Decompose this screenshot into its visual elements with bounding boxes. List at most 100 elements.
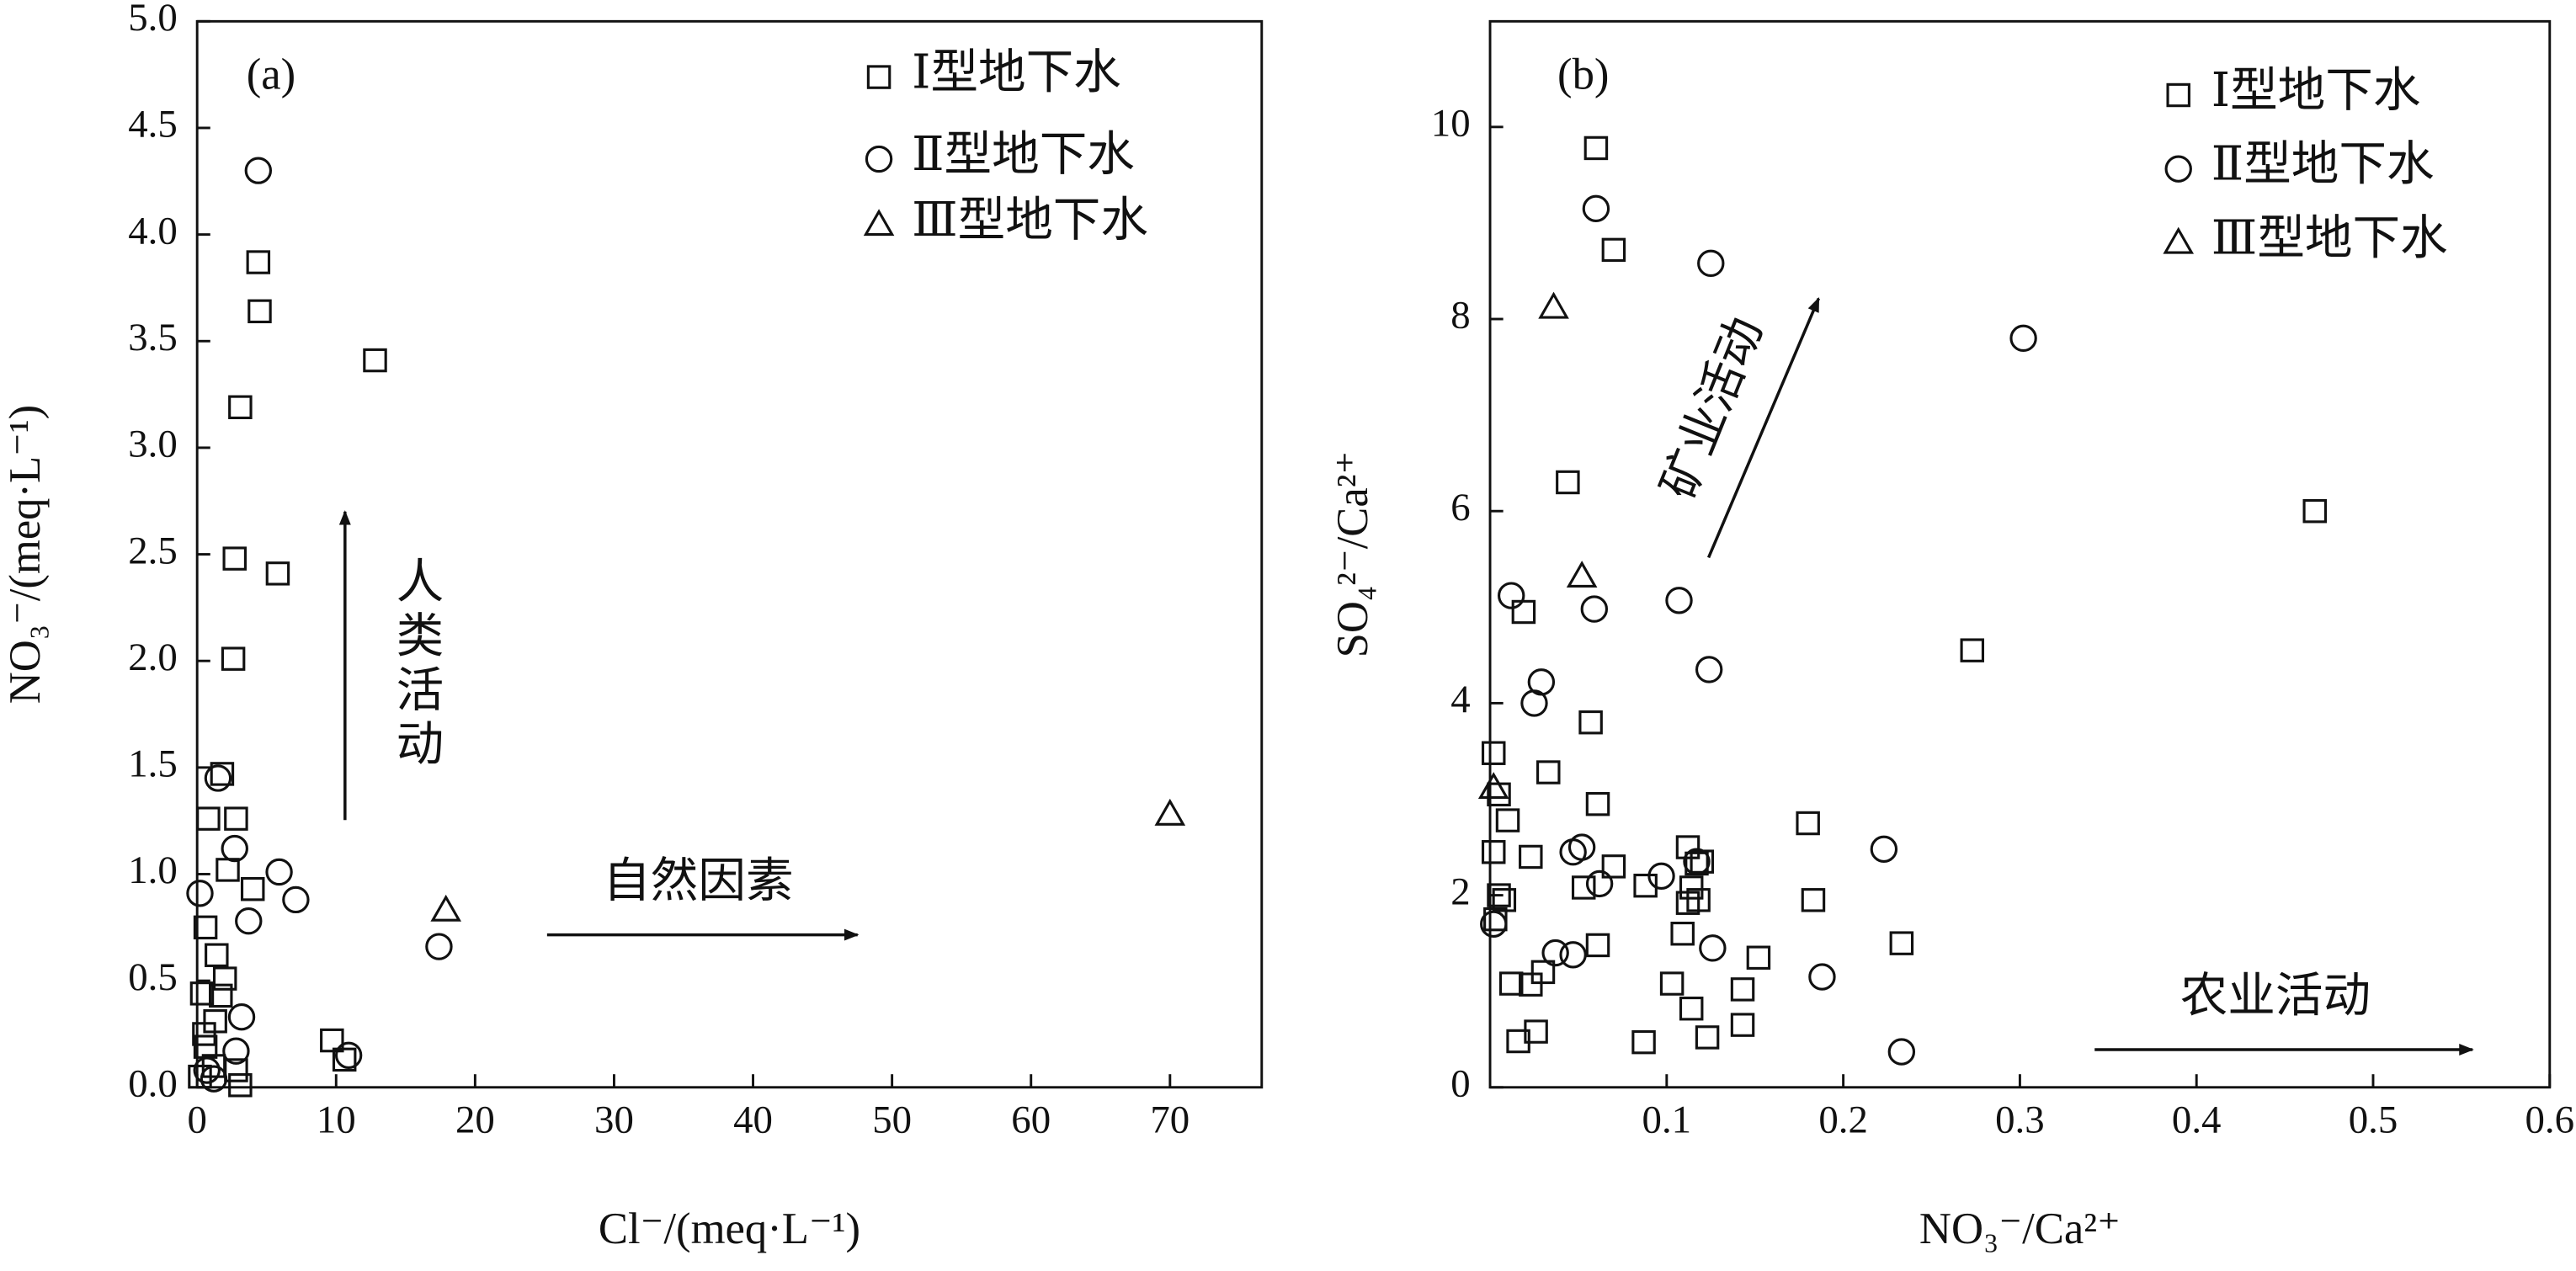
annotation: 农业活动 [2180,971,2371,1023]
circle-marker [425,933,453,960]
triangle-marker [1154,798,1186,826]
circle-marker [1520,689,1548,717]
triangle-marker [1538,291,1569,319]
x-tick-label: 0.1 [1642,1098,1692,1141]
circle-marker [204,764,232,792]
square-marker [1659,971,1685,996]
x-tick-label: 10 [317,1098,356,1141]
square-marker [1487,883,1511,907]
x-tick-label: 0.5 [2349,1098,2398,1141]
circle-marker [2009,324,2037,353]
circle-marker [2164,155,2192,183]
x-axis-label: Cl⁻/(meq·L⁻¹) [599,1205,860,1253]
x-tick-label: 0.2 [1818,1098,1868,1141]
circle-marker [1665,587,1693,614]
square-marker [1601,854,1626,879]
y-axis-label: SO₄²⁻/Ca²⁺ [1328,451,1377,658]
square-marker [332,1047,357,1072]
square-marker [196,806,221,831]
square-marker [1686,888,1711,912]
square-marker [1675,835,1700,859]
square-marker [1679,996,1704,1021]
triangle-marker [1477,772,1509,800]
square-marker [1796,811,1820,836]
y-tick-label: 2 [1450,869,1470,913]
circle-marker [186,880,214,907]
legend-label: Ⅲ型地下水 [912,194,1148,247]
panel-label: (a) [247,51,295,99]
square-marker [1492,888,1517,912]
square-marker [228,395,253,420]
square-marker [1530,960,1556,985]
square-marker [221,646,246,671]
circle-marker [1580,595,1609,623]
annotation: 自然因素 [603,855,793,907]
y-tick-label: 1.5 [128,742,178,786]
circle-marker [1559,838,1587,866]
x-axis-label: NO₃⁻/Ca²⁺ [1919,1205,2121,1253]
circle-marker [265,858,293,886]
square-marker [1495,808,1520,832]
y-tick-label: 5.0 [128,0,178,40]
x-tick-label: 40 [733,1098,773,1141]
legend-label: Ⅱ型地下水 [2211,139,2435,191]
circle-marker [282,885,310,914]
square-marker [1633,873,1658,898]
circle-marker [1647,862,1675,890]
y-tick-label: 3.0 [128,423,178,466]
square-marker [1481,741,1506,765]
y-tick-label: 2.0 [128,636,178,679]
circle-marker [1541,939,1569,967]
square-marker [1506,1029,1530,1054]
square-marker [1571,875,1596,900]
square-marker [1519,844,1543,869]
x-tick-label: 0.4 [2172,1098,2222,1141]
circle-marker [222,1037,250,1065]
circle-marker [1683,848,1711,875]
square-marker [1583,136,1609,161]
square-marker [1578,710,1603,735]
square-marker [265,561,290,586]
x-tick-label: 0.6 [2525,1098,2575,1141]
square-marker [1889,931,1914,955]
y-tick-label: 6 [1450,486,1470,529]
circle-marker [193,1056,221,1084]
square-marker [320,1028,344,1053]
circle-marker [865,145,893,173]
circle-marker [334,1041,363,1069]
square-marker [1556,470,1580,495]
triangle-marker [1566,561,1598,588]
circle-marker [1887,1038,1916,1066]
annotation: 矿业活动 [1653,311,1773,507]
square-marker [210,762,235,786]
square-marker [1960,638,1985,662]
square-marker [246,250,271,274]
square-marker [1585,791,1610,816]
circle-marker [244,157,273,184]
panel: 0.1 0.2 0.3 0.4 0.5 0.6 0 2 4 6 8 10 NO₃⁻/Ca²⁺ SO₄²⁻/… [1328,19,2575,1253]
y-tick-label: 4 [1450,678,1470,721]
square-marker [1536,760,1561,784]
square-marker [1746,945,1771,970]
square-marker [1730,977,1755,1002]
square-marker [1631,1029,1656,1055]
circle-marker [1585,869,1614,898]
square-marker [224,806,248,831]
square-marker [212,966,237,991]
circle-marker [235,907,263,935]
triangle-marker [430,894,461,922]
square-marker [1498,971,1524,996]
y-tick-label: 0.0 [128,1062,178,1106]
legend-label: Ⅱ型地下水 [912,129,1135,181]
square-marker [1585,933,1610,958]
square-marker [240,876,265,901]
y-tick-label: 0.5 [128,955,178,999]
x-tick-label: 30 [594,1098,634,1141]
y-tick-label: 3.5 [128,316,178,359]
panel: 0 10 20 30 40 50 60 70 0.0 0.5 1.0 1.5 2.0 2.5 3.0 3.5 4… [1,0,1264,1253]
square-marker [247,299,272,324]
square-marker [222,546,247,571]
square-marker [192,1022,216,1046]
y-axis-label: NO₃⁻/(meq·L⁻¹) [1,405,50,704]
